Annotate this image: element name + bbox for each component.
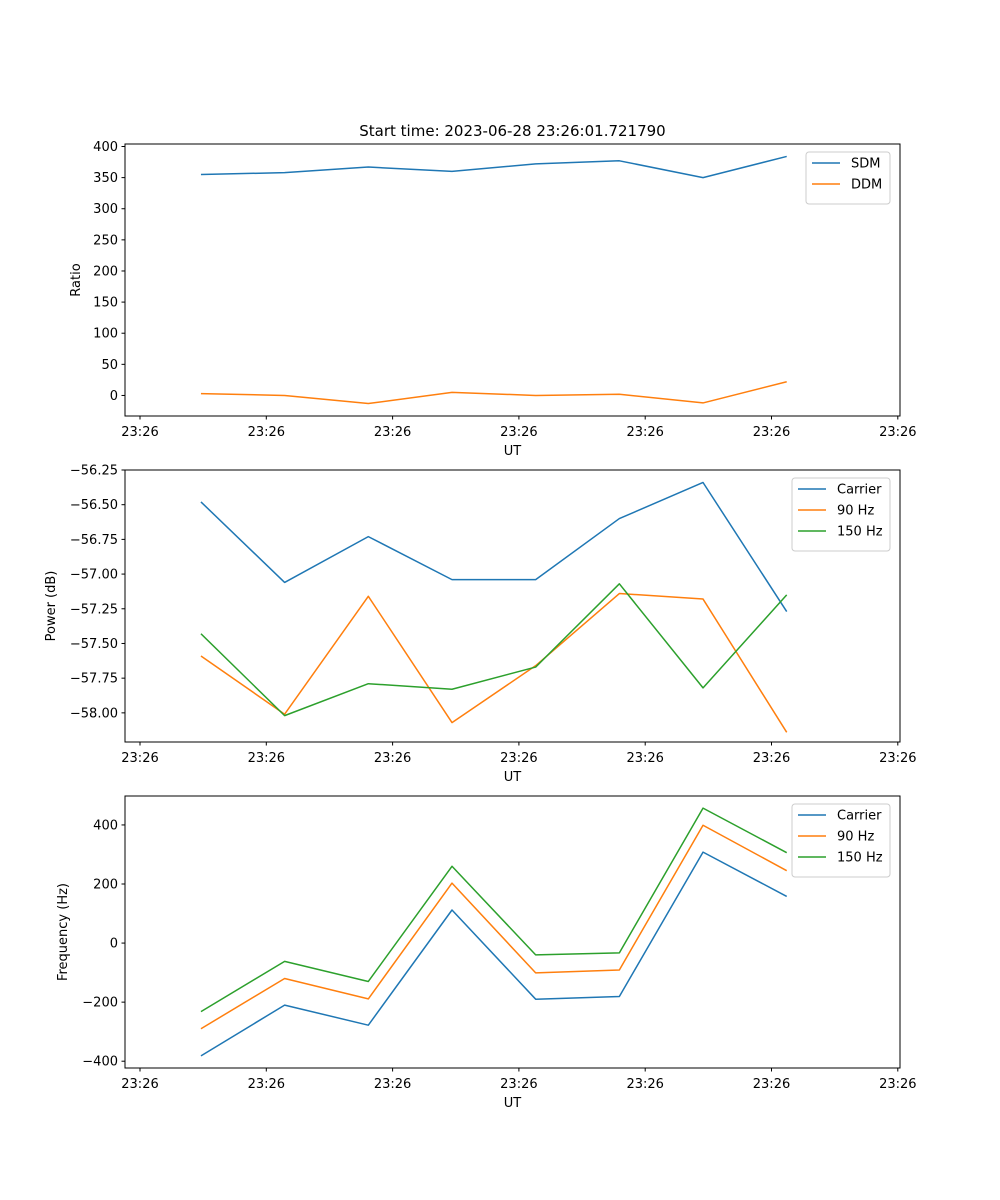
y-tick-label: −57.00 [70, 568, 118, 583]
x-tick-label: 23:26 [248, 751, 285, 766]
x-tick-label: 23:26 [500, 1077, 537, 1092]
x-tick-label: 23:26 [879, 1077, 916, 1092]
legend-label: SDM [851, 157, 880, 172]
y-tick-label: 350 [93, 171, 118, 186]
series-line-150-hz [200, 807, 788, 1013]
legend-label: 150 Hz [837, 525, 883, 540]
frequency-chart: −400 −200 0 200 400 23:26 23:26 23:26 23:26 23:26… [56, 795, 917, 1111]
series-line-ddm [200, 381, 787, 405]
x-tick-label: 23:26 [626, 751, 663, 766]
x-tick-label: 23:26 [374, 425, 411, 440]
plot-area [124, 469, 901, 743]
series-line-150-hz [200, 583, 788, 717]
y-tick-label: −400 [82, 1055, 118, 1070]
legend-frame [805, 151, 891, 205]
x-tick-label: 23:26 [626, 1077, 663, 1092]
plot-area [124, 143, 901, 417]
x-tick-label: 23:26 [121, 751, 158, 766]
y-tick-label: −57.25 [70, 602, 118, 617]
series-line-90-hz [200, 592, 788, 733]
y-tick-label: −57.50 [70, 637, 118, 652]
y-tick-label: −200 [82, 996, 118, 1011]
legend-label: Carrier [837, 483, 882, 498]
ratio-chart: Start time: 2023-06-28 23:26:01.721790 0 5… [69, 122, 917, 459]
y-tick-label: −58.00 [70, 706, 118, 721]
x-axis-label: UT [504, 444, 522, 459]
y-tick-label: 50 [101, 358, 118, 373]
y-tick-label: 200 [93, 878, 118, 893]
x-tick-label: 23:26 [879, 425, 916, 440]
power-chart: −58.00 −57.75 −57.50 −57.25 −57.00 −56.75 −56.… [44, 464, 917, 786]
legend: Carrier 90 Hz 150 Hz [791, 477, 891, 552]
y-tick-label: 400 [93, 140, 118, 155]
y-tick-label: 200 [93, 264, 118, 279]
x-tick-label: 23:26 [248, 1077, 285, 1092]
series-line-carrier [200, 851, 788, 1057]
legend-label: 90 Hz [837, 504, 874, 519]
y-tick-label: −56.25 [70, 464, 118, 479]
x-tick-label: 23:26 [879, 751, 916, 766]
x-tick-label: 23:26 [374, 1077, 411, 1092]
y-tick-label: −57.75 [70, 672, 118, 687]
x-tick-label: 23:26 [500, 425, 537, 440]
legend-label: 150 Hz [837, 851, 883, 866]
legend-frame [791, 803, 891, 878]
legend: Carrier 90 Hz 150 Hz [791, 803, 891, 878]
legend-label: DDM [851, 178, 882, 193]
y-tick-label: 400 [93, 818, 118, 833]
x-tick-label: 23:26 [500, 751, 537, 766]
y-tick-label: −56.50 [70, 498, 118, 513]
x-tick-label: 23:26 [753, 751, 790, 766]
series-line-90-hz [200, 824, 788, 1030]
legend-frame [791, 477, 891, 552]
y-tick-label: 300 [93, 202, 118, 217]
legend-label: Carrier [837, 809, 882, 824]
legend-label: 90 Hz [837, 830, 874, 845]
x-axis-label: UT [504, 1096, 522, 1111]
plot-area [124, 795, 901, 1069]
x-tick-label: 23:26 [374, 751, 411, 766]
y-tick-label: 0 [110, 937, 118, 952]
x-tick-label: 23:26 [121, 425, 158, 440]
y-tick-label: 100 [93, 327, 118, 342]
y-axis-label: Frequency (Hz) [56, 883, 71, 981]
x-tick-label: 23:26 [248, 425, 285, 440]
y-axis-label: Power (dB) [44, 571, 59, 642]
x-tick-label: 23:26 [121, 1077, 158, 1092]
x-tick-label: 23:26 [753, 1077, 790, 1092]
series-line-carrier [200, 481, 788, 612]
legend: SDM DDM [805, 151, 891, 205]
y-tick-label: 0 [110, 389, 118, 404]
y-tick-label: 250 [93, 233, 118, 248]
x-tick-label: 23:26 [626, 425, 663, 440]
y-tick-label: 150 [93, 296, 118, 311]
y-axis-label: Ratio [69, 263, 84, 296]
x-tick-label: 23:26 [753, 425, 790, 440]
series-line-sdm [200, 155, 787, 179]
x-axis-label: UT [504, 770, 522, 785]
chart-title: Start time: 2023-06-28 23:26:01.721790 [359, 122, 665, 140]
y-tick-label: −56.75 [70, 533, 118, 548]
